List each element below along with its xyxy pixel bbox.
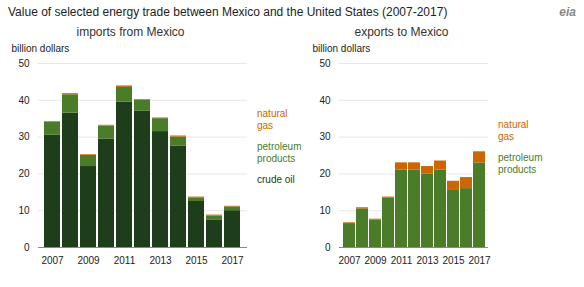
svg-text:40: 40 <box>319 95 331 106</box>
html-text:petroleum products: petroleum products <box>498 152 543 175</box>
html-text:natural gas: natural gas <box>498 119 529 142</box>
svg-text:2017: 2017 <box>221 255 244 266</box>
svg-text:50: 50 <box>18 58 30 69</box>
svg-text:0: 0 <box>325 242 331 253</box>
svg-text:2017: 2017 <box>468 255 491 266</box>
svg-text:2007: 2007 <box>338 255 361 266</box>
svg-text:40: 40 <box>18 95 30 106</box>
svg-text:billion dollars: billion dollars <box>12 43 70 54</box>
svg-text:2013: 2013 <box>416 255 439 266</box>
svg-text:2009: 2009 <box>364 255 387 266</box>
svg-text:10: 10 <box>319 205 331 216</box>
svg-text:billion dollars: billion dollars <box>313 43 371 54</box>
html-text:crude oil: crude oil <box>257 174 295 186</box>
svg-text:2015: 2015 <box>442 255 465 266</box>
html-text:eia: eia <box>559 5 576 19</box>
svg-text:2009: 2009 <box>77 255 100 266</box>
svg-text:2015: 2015 <box>185 255 208 266</box>
html-text:natural gas: natural gas <box>257 108 288 131</box>
svg-text:2011: 2011 <box>114 255 136 266</box>
svg-text:2007: 2007 <box>41 255 64 266</box>
svg-text:30: 30 <box>319 131 331 142</box>
html-text:petroleum products: petroleum products <box>257 141 302 164</box>
svg-text:20: 20 <box>18 168 30 179</box>
html-text:Value of selected energy trade: Value of selected energy trade between M… <box>8 5 448 19</box>
svg-text:2011: 2011 <box>391 255 413 266</box>
svg-text:2013: 2013 <box>149 255 172 266</box>
html-text:imports from Mexico: imports from Mexico <box>76 25 185 39</box>
svg-text:50: 50 <box>319 58 331 69</box>
svg-text:30: 30 <box>18 131 30 142</box>
svg-text:0: 0 <box>24 242 30 253</box>
svg-text:10: 10 <box>18 205 30 216</box>
svg-text:20: 20 <box>319 168 331 179</box>
html-text:exports to Mexico: exports to Mexico <box>354 25 449 39</box>
